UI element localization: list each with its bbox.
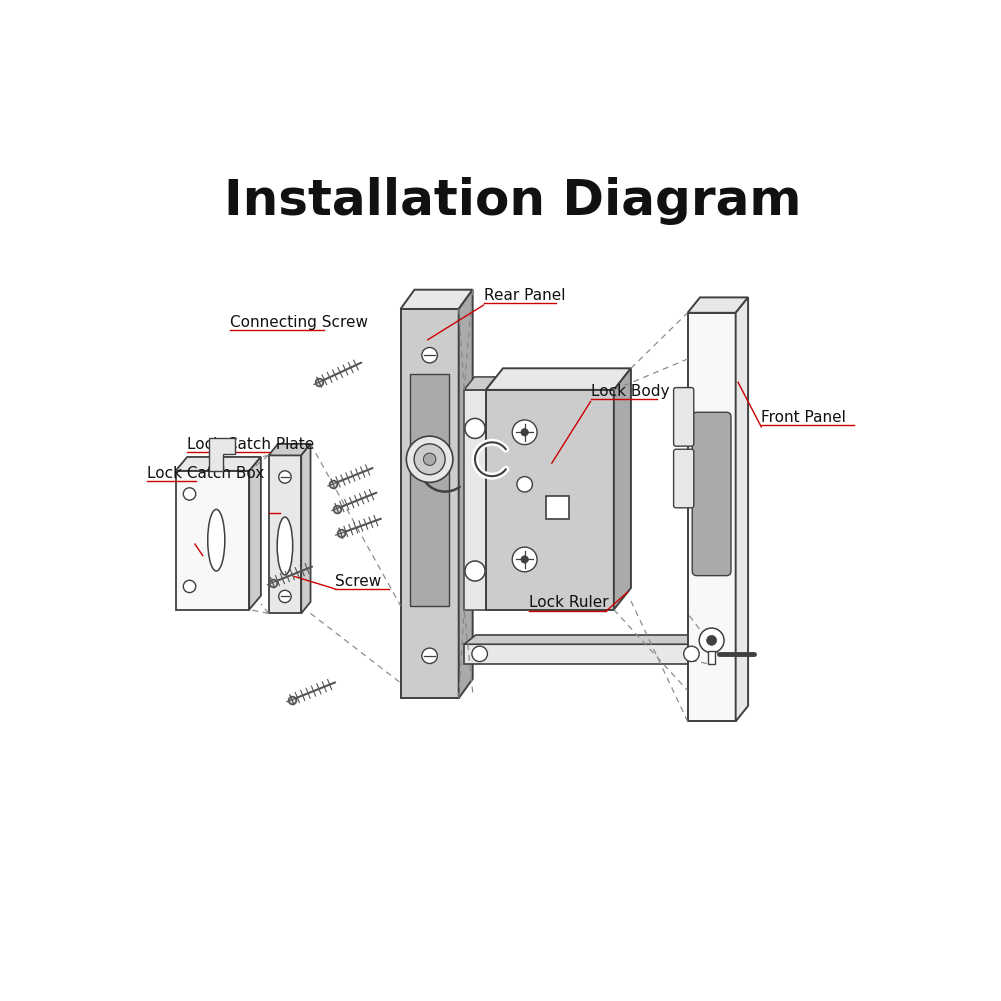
Circle shape [464,561,485,581]
Text: Screw: Screw [334,574,380,589]
Polygon shape [464,377,496,389]
Circle shape [406,436,452,482]
Polygon shape [614,368,631,610]
Polygon shape [464,635,719,645]
Text: Connecting Screw: Connecting Screw [230,314,367,329]
Circle shape [513,548,538,572]
Circle shape [183,581,196,593]
Bar [546,495,570,519]
Text: Lock Body: Lock Body [591,384,669,399]
Text: Front Panel: Front Panel [761,409,846,424]
Polygon shape [688,312,736,722]
Circle shape [513,420,538,444]
Bar [409,374,449,606]
Text: Lock Ruler: Lock Ruler [529,595,609,610]
Circle shape [414,443,445,474]
FancyBboxPatch shape [693,412,731,576]
Circle shape [521,428,529,436]
Polygon shape [485,377,496,610]
Circle shape [684,647,699,662]
Text: Installation Diagram: Installation Diagram [224,177,802,225]
Text: Lock Catch Plate: Lock Catch Plate [187,436,314,451]
Circle shape [183,487,196,500]
Bar [708,652,716,664]
FancyBboxPatch shape [674,449,694,508]
Polygon shape [301,443,310,614]
Polygon shape [464,645,707,664]
Polygon shape [458,289,472,699]
Polygon shape [400,309,458,699]
FancyBboxPatch shape [674,387,694,446]
Polygon shape [209,438,234,470]
Polygon shape [485,368,631,389]
Circle shape [464,418,485,438]
Polygon shape [736,297,748,722]
Circle shape [517,476,533,492]
Circle shape [278,591,291,603]
Polygon shape [485,389,614,610]
Circle shape [471,647,487,662]
Polygon shape [268,443,310,455]
Ellipse shape [277,518,292,575]
Polygon shape [175,470,249,610]
Circle shape [423,453,435,465]
Circle shape [278,470,291,483]
Polygon shape [249,456,261,610]
Circle shape [421,347,437,363]
Text: Lock Catch Box: Lock Catch Box [147,465,264,480]
Polygon shape [268,455,301,614]
Ellipse shape [208,510,225,571]
Polygon shape [400,289,472,309]
Circle shape [421,648,437,664]
Circle shape [521,556,529,564]
Text: Rear Panel: Rear Panel [483,288,565,302]
Circle shape [699,628,724,653]
Polygon shape [175,456,261,470]
Polygon shape [464,389,485,610]
Polygon shape [707,635,719,664]
Polygon shape [688,297,748,312]
Circle shape [707,636,717,646]
